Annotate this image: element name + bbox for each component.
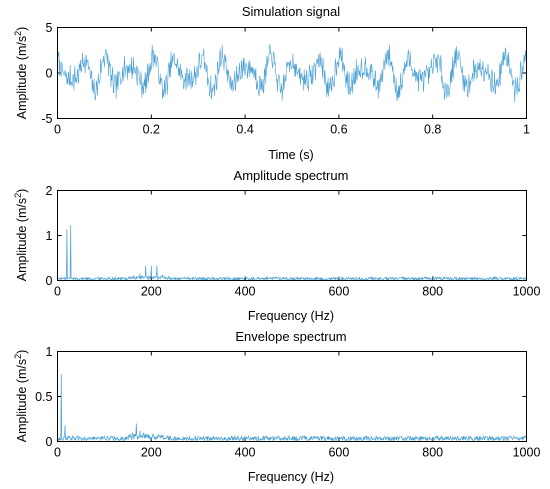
x-tick-label: 0.2 [143,123,160,137]
panel-simulation-signal: Simulation signal 0 0.2 0.4 0.6 0.8 1-505 Tim… [13,4,530,162]
x-tick-label: 0 [54,123,61,137]
x-tick-label: 400 [235,446,256,460]
y-axis-label-close: ) [15,27,29,31]
tick-group: 0 200 400 600 800 1000 0 0.5 1 [35,345,540,460]
y-tick-label: 1 [46,345,53,359]
x-tick-label: 0.4 [236,123,253,137]
x-tick-label: 200 [141,446,162,460]
panel-amplitude-spectrum: Amplitude spectrum 0 200 400 600 800 1000012 … [13,168,540,323]
y-tick-label: 2 [46,184,53,198]
x-tick-label: 1000 [513,446,541,460]
x-tick-label: 600 [328,285,349,299]
y-tick-label: 0 [46,274,53,288]
x-tick-label: 200 [141,285,162,299]
chart-title: Amplitude spectrum [234,168,349,183]
x-tick-label: 600 [328,446,349,460]
series-line [57,43,527,103]
y-tick-label: -5 [41,112,52,126]
x-tick-label: 1 [523,123,530,137]
y-tick-label: 1 [46,229,53,243]
y-tick-label: 0.5 [35,390,52,404]
x-tick-label: 0.6 [330,123,347,137]
y-axis-label: Amplitude (m/s2) [13,189,29,282]
series-line [57,373,527,443]
y-axis-label-superscript: 2 [13,31,23,36]
y-axis-label-main: Amplitude (m/s [15,198,29,281]
chart-title: Simulation signal [242,4,340,19]
y-tick-label: 0 [46,435,53,449]
x-axis-label: Time (s) [268,148,313,162]
y-axis-label-close: ) [15,189,29,193]
y-axis-label: Amplitude (m/s2) [13,27,29,120]
y-axis-label: Amplitude (m/s2) [13,350,29,443]
tick-group: 0 0.2 0.4 0.6 0.8 1-505 [41,21,530,137]
tick-group: 0 200 400 600 800 1000 0 1 2 [46,184,541,299]
x-tick-label: 0 [54,446,61,460]
y-axis-label-superscript: 2 [13,193,23,198]
x-tick-label: 0.8 [424,123,441,137]
panel-envelope-spectrum: Envelope spectrum 0 200 400 600 800 1000 0 0.5 1… [13,329,540,484]
chart-title: Envelope spectrum [235,329,346,344]
x-tick-label: 800 [422,285,443,299]
y-axis-label-main: Amplitude (m/s [15,359,29,442]
y-axis-label-close: ) [15,350,29,354]
y-axis-label-superscript: 2 [13,354,23,359]
y-tick-label: 0 [46,67,53,81]
x-tick-label: 400 [235,285,256,299]
x-tick-label: 0 [54,285,61,299]
x-tick-label: 800 [422,446,443,460]
axes-frame [57,351,527,442]
x-axis-label: Frequency (Hz) [248,470,334,484]
series-line [57,225,527,282]
x-axis-label: Frequency (Hz) [248,309,334,323]
axes-frame [57,27,527,119]
y-axis-label-main: Amplitude (m/s [15,36,29,119]
x-tick-label: 1000 [513,285,541,299]
axes-frame [57,190,527,281]
y-tick-label: 5 [46,21,53,35]
